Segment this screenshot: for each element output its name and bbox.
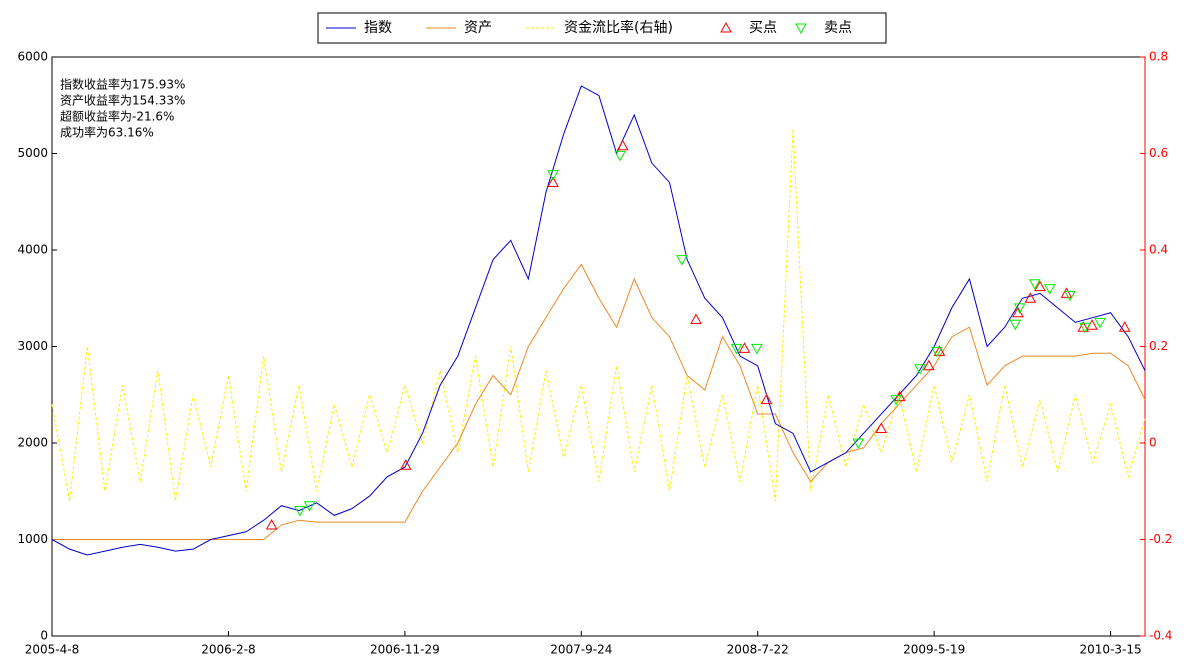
trade-marker [914, 364, 926, 375]
trade-marker [760, 393, 773, 405]
trade-marker [875, 422, 888, 434]
legend-marker [720, 21, 732, 33]
trade-marker [265, 518, 278, 530]
trade-marker [930, 346, 943, 358]
y-tick-label: 2000 [17, 436, 48, 450]
trade-marker [294, 506, 306, 517]
y2-tick-label: 0 [1149, 436, 1157, 450]
y-tick-label: 0 [40, 629, 48, 643]
trade-marker [1028, 279, 1041, 290]
y-tick-label: 1000 [17, 532, 48, 546]
trade-marker [616, 139, 629, 151]
trade-marker [1079, 322, 1091, 334]
annotation: 成功率为63.16% [60, 125, 154, 140]
trade-marker [1043, 284, 1056, 295]
x-tick-label: 2007-9-24 [550, 643, 612, 657]
trade-marker [547, 170, 559, 181]
series-line [51, 129, 1146, 501]
legend-label: 买点 [749, 20, 777, 36]
plot-area [51, 56, 1146, 637]
legend-label: 资金流比率(右轴) [564, 19, 673, 36]
trade-marker [730, 343, 743, 355]
legend-label: 资产 [464, 20, 492, 36]
annotation: 资产收益率为154.33% [60, 93, 185, 108]
legend-label: 卖点 [824, 20, 852, 36]
trade-marker [1034, 280, 1046, 292]
trade-marker [933, 345, 946, 356]
trade-marker [1118, 321, 1131, 332]
trade-marker [690, 313, 702, 324]
y-tick-label: 3000 [17, 339, 48, 353]
y-tick-label: 4000 [17, 243, 48, 257]
series-line [51, 85, 1146, 556]
trade-marker [1024, 292, 1037, 303]
trade-marker [852, 438, 865, 450]
y2-tick-label: 0.8 [1149, 50, 1168, 64]
x-tick-label: 2010-3-15 [1080, 643, 1142, 657]
trade-marker [738, 342, 751, 353]
x-tick-label: 2006-11-29 [370, 643, 440, 657]
x-tick-label: 2006-2-8 [201, 643, 255, 657]
trade-marker [1077, 321, 1090, 332]
trade-marker [1009, 319, 1022, 331]
x-tick-label: 2005-4-8 [25, 643, 79, 657]
trade-marker [890, 395, 903, 406]
trade-marker [1013, 303, 1026, 314]
y-tick-label: 5000 [17, 146, 48, 160]
y2-tick-label: 0.2 [1149, 339, 1168, 353]
annotation: 指数收益率为175.93% [60, 77, 185, 92]
trade-marker [750, 343, 763, 355]
legend-marker [795, 23, 807, 35]
y2-tick-label: -0.2 [1149, 532, 1172, 546]
trade-marker [547, 176, 559, 187]
trade-marker [1064, 290, 1076, 302]
trade-marker [399, 459, 412, 470]
legend-label: 指数 [364, 20, 392, 36]
trade-marker [614, 150, 626, 162]
annotation: 超额收益率为-21.6% [60, 109, 174, 124]
trade-marker [676, 255, 688, 266]
y2-tick-label: -0.4 [1149, 629, 1172, 643]
trade-marker [1094, 317, 1106, 329]
trade-marker [893, 390, 906, 402]
y2-tick-label: 0.6 [1149, 146, 1168, 160]
x-tick-label: 2008-7-22 [727, 643, 789, 657]
trade-marker [923, 359, 935, 371]
y2-tick-label: 0.4 [1149, 243, 1168, 257]
x-tick-label: 2009-5-19 [903, 643, 965, 657]
trade-marker [303, 501, 316, 512]
trade-marker [1060, 287, 1073, 298]
legend-box [317, 12, 887, 44]
y-tick-label: 6000 [17, 50, 48, 64]
series-line [52, 263, 1146, 540]
